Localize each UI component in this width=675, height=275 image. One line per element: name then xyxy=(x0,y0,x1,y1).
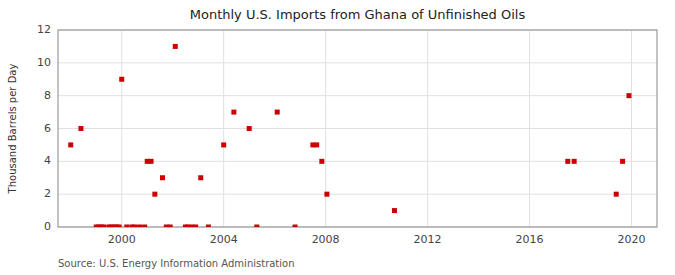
point xyxy=(572,159,577,164)
axes: 0 2 4 6 8 10 12 2000 2004 2008 2012 2016 2020 xyxy=(37,23,646,246)
point xyxy=(614,192,619,197)
point xyxy=(254,225,259,228)
source-note: Source: U.S. Energy Information Administ… xyxy=(58,258,295,269)
point xyxy=(152,192,157,197)
plot-background xyxy=(58,30,657,227)
grid-line xyxy=(58,194,657,195)
point xyxy=(160,175,165,180)
grid-line xyxy=(58,62,657,63)
point xyxy=(275,110,280,115)
point xyxy=(392,208,397,213)
x-tick-label: 2008 xyxy=(312,233,340,246)
x-tick-label: 2012 xyxy=(414,233,442,246)
y-tick-label: 2 xyxy=(44,187,51,200)
point xyxy=(101,225,106,228)
title: Monthly U.S. Imports from Ghana of Unfin… xyxy=(190,7,526,22)
y-tick-label: 4 xyxy=(44,154,51,167)
point xyxy=(247,126,252,131)
point xyxy=(149,159,154,164)
x-tick-label: 2000 xyxy=(108,233,136,246)
y-tick-label: 10 xyxy=(37,56,51,69)
point xyxy=(117,225,122,228)
point xyxy=(142,225,147,228)
point xyxy=(193,225,198,228)
y-tick-label: 12 xyxy=(37,23,51,36)
point xyxy=(314,142,319,147)
y-tick-label: 6 xyxy=(44,122,51,135)
points xyxy=(68,44,631,227)
y-tick-label: 8 xyxy=(44,89,51,102)
grid-line xyxy=(325,30,326,227)
point xyxy=(119,77,124,82)
point xyxy=(173,44,178,49)
x-tick-label: 2020 xyxy=(618,233,646,246)
grid-line xyxy=(631,30,632,227)
point xyxy=(124,225,129,228)
point xyxy=(324,192,329,197)
point xyxy=(319,159,324,164)
y-tick-label: 0 xyxy=(44,220,51,233)
plot-frame xyxy=(58,30,657,227)
x-tick-label: 2004 xyxy=(210,233,238,246)
x-tick-label: 2016 xyxy=(516,233,544,246)
chart: 0 2 4 6 8 10 12 2000 2004 2008 2012 2016 2020 Monthly… xyxy=(0,0,675,275)
grid-line xyxy=(223,30,224,227)
point xyxy=(198,175,203,180)
point xyxy=(137,225,142,228)
point xyxy=(78,126,83,131)
grid xyxy=(58,30,657,227)
point xyxy=(620,159,625,164)
grid-line xyxy=(121,30,122,227)
point xyxy=(565,159,570,164)
point xyxy=(293,225,298,228)
grid-line xyxy=(529,30,530,227)
grid-line xyxy=(58,95,657,96)
point xyxy=(626,93,631,98)
point xyxy=(221,142,226,147)
point xyxy=(231,110,236,115)
y-axis-label: Thousand Barrels per Day xyxy=(7,64,18,195)
grid-line xyxy=(427,30,428,227)
point xyxy=(206,225,211,228)
point xyxy=(68,142,73,147)
point xyxy=(132,225,137,228)
point xyxy=(168,225,173,228)
grid-line xyxy=(58,128,657,129)
